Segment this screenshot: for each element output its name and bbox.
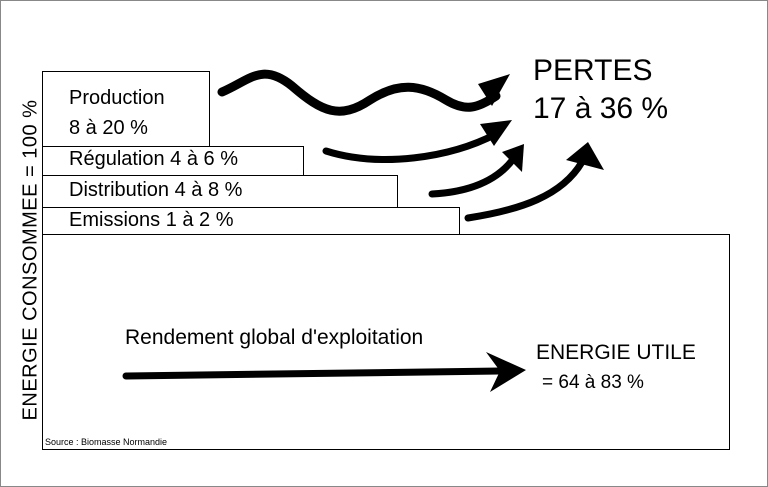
energie-utile-arrow <box>122 352 526 392</box>
energie-utile-box <box>42 234 730 450</box>
source-note: Source : Biomasse Normandie <box>45 437 168 447</box>
distribution-loss-arrow <box>428 144 524 198</box>
energie-utile-title: ENERGIE UTILE <box>536 341 696 364</box>
production-label: Production <box>69 87 165 109</box>
regulation-loss-arrow <box>322 120 512 163</box>
emissions-loss-arrow <box>464 142 604 222</box>
production-loss-arrow <box>217 69 510 116</box>
distribution-label: Distribution 4 à 8 % <box>69 179 243 201</box>
emissions-label: Emissions 1 à 2 % <box>69 209 234 231</box>
production-value: 8 à 20 % <box>69 117 148 139</box>
distribution-box <box>42 175 398 208</box>
rendement-label: Rendement global d'exploitation <box>125 326 424 349</box>
pertes-value: 17 à 36 % <box>533 92 669 125</box>
regulation-label: Régulation 4 à 6 % <box>69 148 239 170</box>
pertes-title: PERTES <box>533 54 653 87</box>
energie-utile-value: = 64 à 83 % <box>542 372 644 393</box>
